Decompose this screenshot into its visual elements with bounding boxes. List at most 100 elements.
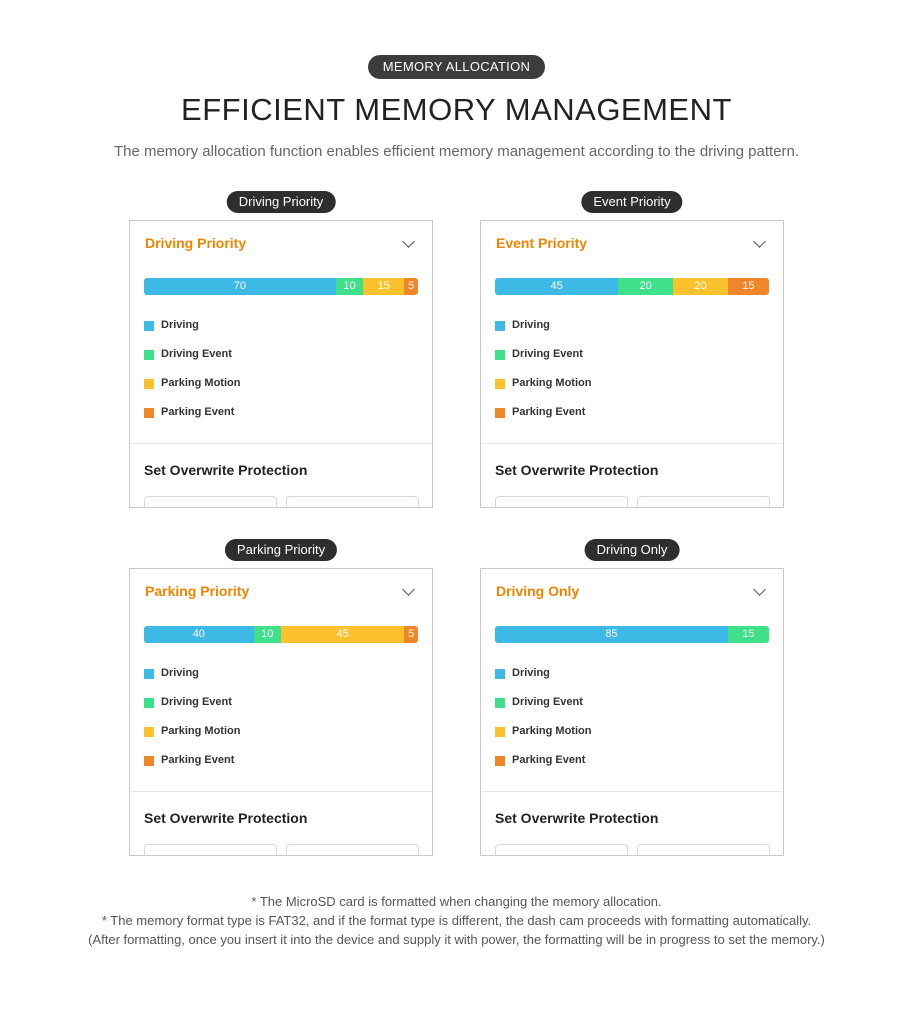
allocation-segment-driving-event: 10 (335, 278, 364, 295)
overwrite-option-1[interactable] (495, 496, 628, 507)
legend-item: Driving Event (495, 696, 591, 725)
legend-label: Driving Event (512, 696, 583, 708)
legend-label: Parking Event (161, 406, 235, 418)
allocation-mode-title: Event Priority (496, 235, 588, 251)
section-pill: MEMORY ALLOCATION (368, 55, 545, 79)
legend-swatch (495, 408, 505, 418)
overwrite-option-2[interactable] (286, 496, 419, 507)
legend-label: Parking Event (161, 754, 235, 766)
legend-label: Driving Event (161, 348, 232, 360)
overwrite-option-2[interactable] (286, 844, 419, 855)
chevron-down-icon[interactable] (753, 235, 766, 248)
legend-item: Driving (495, 319, 591, 348)
mode-tag: Event Priority (581, 191, 683, 213)
legend-swatch (144, 408, 154, 418)
allocation-legend: Driving Driving Event Parking Motion Parkin… (144, 667, 240, 783)
legend-label: Driving Event (512, 348, 583, 360)
mode-card-group: Event Priority Event Priority 45 20 20 15 Driv… (480, 191, 784, 511)
legend-label: Driving (512, 319, 550, 331)
allocation-legend: Driving Driving Event Parking Motion Parkin… (495, 319, 591, 435)
legend-label: Parking Event (512, 754, 586, 766)
mode-card-group: Driving Only Driving Only 85 15 Driving Drivi… (480, 539, 784, 859)
allocation-bar: 85 15 (495, 626, 769, 643)
legend-item: Parking Event (144, 406, 240, 435)
legend-swatch (495, 698, 505, 708)
legend-item: Parking Motion (495, 725, 591, 754)
allocation-segment-driving: 85 (495, 626, 728, 643)
footnotes: * The MicroSD card is formatted when cha… (0, 892, 913, 949)
legend-item: Driving (144, 667, 240, 696)
legend-swatch (144, 379, 154, 389)
chevron-down-icon[interactable] (753, 583, 766, 596)
allocation-segment-parking-event: 15 (727, 278, 769, 295)
mode-card-group: Parking Priority Parking Priority 40 10 45 5 D… (129, 539, 433, 859)
memory-allocation-card: Parking Priority 40 10 45 5 Driving Driving Ev… (129, 568, 433, 856)
legend-item: Parking Motion (144, 377, 240, 406)
chevron-down-icon[interactable] (402, 583, 415, 596)
memory-allocation-card: Event Priority 45 20 20 15 Driving Driving Eve… (480, 220, 784, 508)
overwrite-option-2[interactable] (637, 496, 770, 507)
allocation-segment-driving: 70 (144, 278, 336, 295)
footnote-2: * The memory format type is FAT32, and i… (101, 913, 812, 928)
card-divider (130, 443, 432, 444)
allocation-segment-parking-motion: 15 (363, 278, 405, 295)
footnote-3: (After formatting, once you insert it in… (88, 932, 825, 947)
allocation-legend: Driving Driving Event Parking Motion Parkin… (144, 319, 240, 435)
legend-item: Parking Motion (495, 377, 591, 406)
allocation-mode-title: Driving Priority (145, 235, 247, 251)
allocation-bar: 45 20 20 15 (495, 278, 769, 295)
allocation-segment-driving-event: 10 (253, 626, 281, 643)
card-divider (130, 791, 432, 792)
allocation-segment-driving-event: 20 (618, 278, 674, 295)
allocation-segment-parking-motion: 20 (673, 278, 728, 295)
allocation-dropdown[interactable]: Event Priority (496, 235, 768, 255)
allocation-segment-driving-event: 15 (727, 626, 769, 643)
legend-label: Driving (161, 319, 199, 331)
legend-item: Driving Event (144, 348, 240, 377)
allocation-dropdown[interactable]: Parking Priority (145, 583, 417, 603)
overwrite-option-1[interactable] (144, 496, 277, 507)
card-divider (481, 443, 783, 444)
legend-swatch (144, 350, 154, 360)
allocation-dropdown[interactable]: Driving Only (496, 583, 768, 603)
legend-label: Parking Motion (161, 377, 241, 389)
legend-label: Driving Event (161, 696, 232, 708)
legend-item: Driving Event (144, 696, 240, 725)
allocation-mode-title: Driving Only (496, 583, 580, 599)
legend-item: Driving (144, 319, 240, 348)
legend-label: Driving (161, 667, 199, 679)
allocation-mode-title: Parking Priority (145, 583, 250, 599)
allocation-legend: Driving Driving Event Parking Motion Parkin… (495, 667, 591, 783)
legend-item: Driving (495, 667, 591, 696)
legend-label: Parking Event (512, 406, 586, 418)
legend-swatch (144, 756, 154, 766)
mode-tag: Driving Priority (226, 191, 336, 213)
footnote-1: * The MicroSD card is formatted when cha… (251, 894, 662, 909)
legend-swatch (144, 727, 154, 737)
page-title: EFFICIENT MEMORY MANAGEMENT (181, 92, 732, 127)
allocation-segment-parking-event: 5 (404, 278, 418, 295)
legend-label: Parking Motion (512, 725, 592, 737)
allocation-segment-driving: 40 (144, 626, 254, 643)
allocation-bar: 70 10 15 5 (144, 278, 418, 295)
card-divider (481, 791, 783, 792)
overwrite-option-1[interactable] (495, 844, 628, 855)
allocation-segment-parking-event: 5 (404, 626, 418, 643)
allocation-segment-driving: 45 (495, 278, 619, 295)
legend-swatch (495, 321, 505, 331)
allocation-segment-parking-motion: 45 (280, 626, 405, 643)
mode-tag: Parking Priority (224, 539, 338, 561)
legend-swatch (495, 669, 505, 679)
legend-swatch (495, 350, 505, 360)
overwrite-option-2[interactable] (637, 844, 770, 855)
overwrite-protection-label: Set Overwrite Protection (144, 462, 308, 478)
overwrite-option-1[interactable] (144, 844, 277, 855)
legend-swatch (495, 379, 505, 389)
page-subtitle: The memory allocation function enables e… (113, 143, 800, 160)
overwrite-protection-label: Set Overwrite Protection (144, 810, 308, 826)
chevron-down-icon[interactable] (402, 235, 415, 248)
legend-swatch (144, 669, 154, 679)
legend-swatch (495, 756, 505, 766)
legend-item: Parking Event (495, 754, 591, 783)
allocation-dropdown[interactable]: Driving Priority (145, 235, 417, 255)
